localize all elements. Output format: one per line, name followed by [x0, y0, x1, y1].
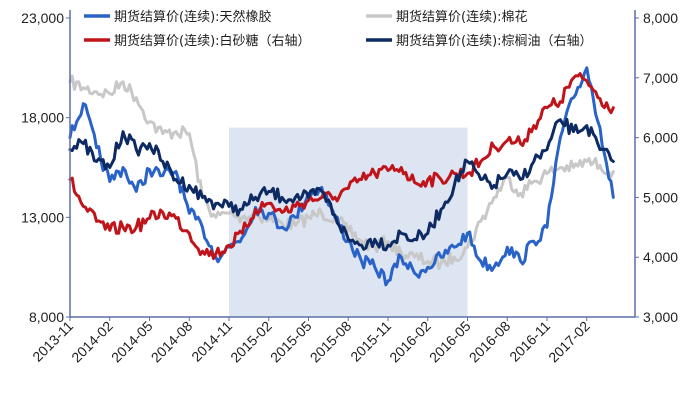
legend: 期货结算价(连续):天然橡胶 期货结算价(连续):棉花期货结算价(连续):白砂糖（…	[84, 9, 593, 49]
legend-label: 期货结算价(连续):白砂糖（右轴）	[114, 33, 311, 49]
left-tick-label: 8,000	[29, 309, 64, 325]
right-tick-label: 8,000	[643, 10, 678, 26]
legend-item: 期货结算价(连续):天然橡胶	[84, 9, 272, 25]
right-tick-label: 3,000	[643, 309, 678, 325]
left-tick-label: 13,000	[21, 209, 64, 225]
x-tick-label: 2014-05	[108, 318, 156, 366]
x-tick-label: 2015-02	[227, 318, 275, 366]
left-tick-label: 18,000	[21, 110, 64, 126]
right-tick-label: 7,000	[643, 70, 678, 86]
right-tick-label: 6,000	[643, 130, 678, 146]
x-tick-label: 2015-08	[307, 318, 355, 366]
series-line-3	[68, 117, 615, 252]
series-layer	[68, 66, 615, 287]
x-tick-label: 2016-08	[466, 318, 514, 366]
legend-item: 期货结算价(连续):白砂糖（右轴）	[84, 33, 311, 49]
legend-label: 期货结算价(连续):天然橡胶	[114, 9, 272, 25]
right-tick-label: 4,000	[643, 249, 678, 265]
series-line-1	[68, 74, 615, 270]
legend-item: 期货结算价(连续):棕榈油（右轴）	[366, 33, 593, 49]
highlight-region	[229, 127, 468, 317]
x-tick-label: 2017-02	[545, 318, 593, 366]
legend-item: 期货结算价(连续):棉花	[366, 9, 528, 25]
right-tick-label: 5,000	[643, 189, 678, 205]
x-tick-label: 2015-11	[347, 318, 394, 365]
x-tick-label: 2016-05	[426, 318, 474, 366]
x-tick-label: 2016-02	[386, 318, 434, 366]
x-tick-label: 2014-02	[68, 318, 116, 366]
x-tick-label: 2014-08	[148, 318, 196, 366]
left-tick-label: 23,000	[21, 10, 64, 26]
series-line-0	[68, 66, 615, 287]
legend-label: 期货结算价(连续):棉花	[396, 9, 528, 25]
x-tick-label: 2015-05	[267, 318, 315, 366]
legend-label: 期货结算价(连续):棕榈油（右轴）	[396, 33, 593, 49]
x-tick-label: 2016-11	[506, 318, 553, 365]
series-line-2	[68, 72, 615, 261]
x-tick-label: 2014-11	[188, 318, 235, 365]
